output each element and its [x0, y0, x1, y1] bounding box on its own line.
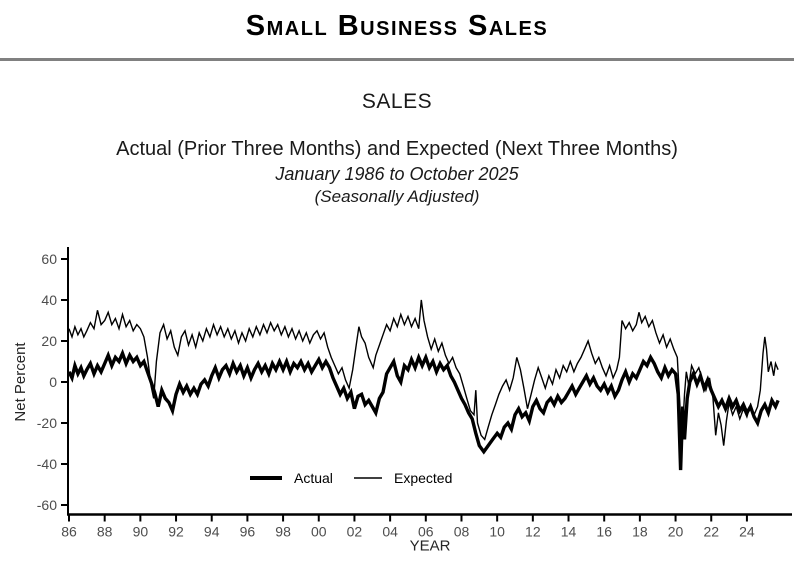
x-tick-label: 10	[489, 524, 505, 540]
chart-title: SALES	[361, 90, 433, 113]
x-tick-label: 24	[739, 524, 755, 540]
x-tick-label: 06	[418, 524, 434, 540]
chart-area: 60 40 20 0 -20 -40 -60 86 88 90 92 94 96 98 00 02 04 06 08…	[0, 241, 794, 571]
y-axis-title: Net Percent	[12, 342, 29, 422]
y-tick-label: 0	[49, 374, 57, 390]
series-expected	[68, 299, 779, 446]
x-tick-label: 14	[561, 524, 577, 540]
x-tick-label: 92	[168, 524, 184, 540]
chart-subtitle: Actual (Prior Three Months) and Expected…	[116, 138, 678, 160]
chart-header: SALES Actual (Prior Three Months) and Ex…	[0, 90, 794, 207]
chart-period: January 1986 to October 2025	[275, 164, 519, 184]
legend-label-actual: Actual	[294, 470, 333, 486]
x-tick-label: 00	[311, 524, 327, 540]
masthead: Small Business Sales	[0, 0, 794, 61]
y-tick-label: 60	[41, 251, 57, 267]
y-tick-label: 20	[41, 333, 57, 349]
x-tick-label: 22	[703, 524, 719, 540]
series-actual	[67, 348, 780, 471]
x-tick-label: 86	[61, 524, 77, 540]
x-tick-label: 16	[596, 524, 612, 540]
x-tick-label: 94	[204, 524, 220, 540]
x-tick-label: 04	[382, 524, 398, 540]
x-tick-label: 20	[668, 524, 684, 540]
y-tick-label: 40	[41, 292, 57, 308]
x-tick-label: 08	[454, 524, 470, 540]
page-title: Small Business Sales	[245, 10, 549, 42]
x-tick-label: 98	[275, 524, 291, 540]
chart-seasonal-note: (Seasonally Adjusted)	[314, 187, 480, 206]
y-tick-label: -40	[37, 456, 57, 472]
x-tick-label: 18	[632, 524, 648, 540]
y-tick-label: -60	[37, 497, 57, 513]
x-tick-label: 88	[97, 524, 113, 540]
x-tick-label: 02	[347, 524, 363, 540]
x-tick-label: 96	[240, 524, 256, 540]
x-tick-label: 12	[525, 524, 541, 540]
y-tick-label: -20	[37, 415, 57, 431]
x-tick-label: 90	[133, 524, 149, 540]
x-axis-title: YEAR	[410, 538, 451, 555]
legend-label-expected: Expected	[394, 470, 452, 486]
